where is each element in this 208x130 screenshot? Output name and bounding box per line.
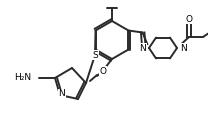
- Text: O: O: [186, 15, 192, 24]
- Text: S: S: [92, 50, 98, 60]
- Text: N: N: [139, 44, 146, 53]
- Text: O: O: [99, 67, 106, 76]
- Text: N: N: [180, 44, 187, 53]
- Text: O: O: [140, 46, 147, 55]
- Text: N: N: [59, 89, 65, 99]
- Text: H₂N: H₂N: [14, 73, 31, 83]
